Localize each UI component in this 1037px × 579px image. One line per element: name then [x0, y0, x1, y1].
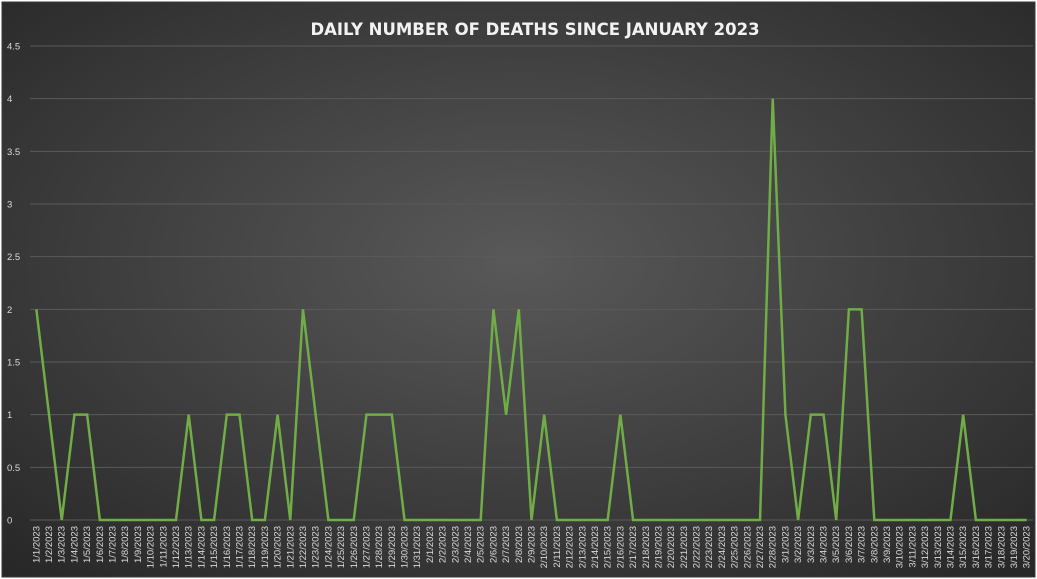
gridlines — [30, 45, 1033, 521]
x-tick-label: 2/3/2023 — [450, 526, 461, 563]
x-tick-label: 2/14/2023 — [590, 526, 601, 568]
series-line — [35, 98, 1027, 522]
x-tick-label: 2/4/2023 — [463, 526, 474, 563]
x-tick-label: 1/7/2023 — [108, 526, 119, 563]
x-tick-label: 3/2/2023 — [793, 526, 804, 563]
x-tick-label: 1/20/2023 — [273, 526, 284, 568]
y-tick-label: 3 — [7, 200, 12, 211]
y-tick-label: 4 — [7, 94, 12, 105]
x-tick-label: 3/13/2023 — [933, 526, 944, 568]
x-tick-label: 3/4/2023 — [819, 526, 830, 563]
x-tick-label: 1/8/2023 — [120, 526, 131, 563]
x-tick-label: 3/12/2023 — [920, 526, 931, 568]
x-tick-label: 3/17/2023 — [984, 526, 995, 568]
x-tick-label: 1/5/2023 — [82, 526, 93, 563]
y-tick-label: 0 — [7, 516, 12, 527]
x-tick-label: 2/5/2023 — [476, 526, 487, 563]
x-tick-label: 3/9/2023 — [882, 526, 893, 563]
x-tick-label: 2/22/2023 — [692, 526, 703, 568]
x-tick-label: 1/17/2023 — [234, 526, 245, 568]
x-tick-label: 2/28/2023 — [768, 526, 779, 568]
x-tick-label: 1/2/2023 — [44, 526, 55, 563]
x-tick-label: 1/25/2023 — [336, 526, 347, 568]
x-tick-label: 2/18/2023 — [641, 526, 652, 568]
x-tick-label: 2/21/2023 — [679, 526, 690, 568]
x-tick-label: 3/14/2023 — [945, 526, 956, 568]
x-tick-label: 3/20/2023 — [1022, 526, 1033, 568]
chart-title: DAILY NUMBER OF DEATHS SINCE JANUARY 202… — [310, 20, 759, 39]
x-tick-label: 1/13/2023 — [184, 526, 195, 568]
x-tick-label: 2/25/2023 — [730, 526, 741, 568]
x-tick-label: 2/2/2023 — [438, 526, 449, 563]
x-tick-label: 2/8/2023 — [514, 526, 525, 563]
x-tick-label: 1/3/2023 — [57, 526, 68, 563]
series-layer — [35, 98, 1027, 522]
x-tick-label: 2/20/2023 — [666, 526, 677, 568]
x-tick-label: 3/19/2023 — [1009, 526, 1020, 568]
x-tick-label: 3/11/2023 — [907, 526, 918, 568]
x-tick-label: 2/1/2023 — [425, 526, 436, 563]
x-tick-label: 2/24/2023 — [717, 526, 728, 568]
x-tick-label: 3/16/2023 — [971, 526, 982, 568]
x-tick-label: 1/28/2023 — [374, 526, 385, 568]
x-axis-tick-labels: 1/1/2023 1/2/2023 1/3/2023 1/4/2023 1/5/2023… — [31, 526, 1032, 568]
x-tick-label: 1/24/2023 — [323, 526, 334, 568]
x-tick-label: 2/19/2023 — [653, 526, 664, 568]
x-tick-label: 1/18/2023 — [247, 526, 258, 568]
y-tick-label: 2.5 — [7, 252, 20, 263]
x-tick-label: 2/9/2023 — [527, 526, 538, 563]
x-tick-label: 1/1/2023 — [31, 526, 42, 563]
x-tick-label: 1/30/2023 — [400, 526, 411, 568]
x-tick-label: 3/1/2023 — [780, 526, 791, 563]
y-tick-label: 4.5 — [7, 42, 20, 53]
y-tick-label: 2 — [7, 305, 12, 316]
x-tick-label: 2/17/2023 — [628, 526, 639, 568]
x-tick-label: 3/5/2023 — [831, 526, 842, 563]
y-tick-label: 1 — [7, 410, 12, 421]
x-tick-label: 2/10/2023 — [539, 526, 550, 568]
x-tick-label: 2/13/2023 — [577, 526, 588, 568]
x-tick-label: 2/11/2023 — [552, 526, 563, 568]
x-tick-label: 1/9/2023 — [133, 526, 144, 563]
x-tick-label: 2/26/2023 — [742, 526, 753, 568]
x-tick-label: 3/18/2023 — [996, 526, 1007, 568]
x-tick-label: 1/22/2023 — [298, 526, 309, 568]
y-tick-label: 3.5 — [7, 147, 20, 158]
x-tick-label: 1/31/2023 — [412, 526, 423, 568]
x-tick-label: 2/15/2023 — [603, 526, 614, 568]
y-tick-label: 0.5 — [7, 463, 20, 474]
x-tick-label: 1/11/2023 — [158, 526, 169, 568]
x-tick-label: 1/27/2023 — [361, 526, 372, 568]
x-tick-label: 1/21/2023 — [285, 526, 296, 568]
x-tick-label: 2/12/2023 — [565, 526, 576, 568]
x-tick-label: 3/10/2023 — [895, 526, 906, 568]
x-tick-label: 2/6/2023 — [488, 526, 499, 563]
x-tick-label: 2/7/2023 — [501, 526, 512, 563]
x-tick-label: 1/6/2023 — [95, 526, 106, 563]
x-tick-label: 3/6/2023 — [844, 526, 855, 563]
x-tick-label: 3/3/2023 — [806, 526, 817, 563]
x-tick-label: 3/15/2023 — [958, 526, 969, 568]
x-tick-label: 3/7/2023 — [857, 526, 868, 563]
x-tick-label: 1/19/2023 — [260, 526, 271, 568]
x-tick-label: 1/14/2023 — [196, 526, 207, 568]
x-tick-label: 1/26/2023 — [349, 526, 360, 568]
y-axis-tick-labels: 0 0.5 1 1.5 2 2.5 3 3.5 4 4.5 — [7, 42, 20, 527]
x-tick-label: 1/16/2023 — [222, 526, 233, 568]
x-tick-label: 1/15/2023 — [209, 526, 220, 568]
x-tick-label: 1/29/2023 — [387, 526, 398, 568]
x-tick-label: 1/10/2023 — [146, 526, 157, 568]
x-tick-label: 1/12/2023 — [171, 526, 182, 568]
x-tick-label: 2/23/2023 — [704, 526, 715, 568]
x-tick-label: 2/27/2023 — [755, 526, 766, 568]
x-tick-label: 1/23/2023 — [311, 526, 322, 568]
x-tick-label: 3/8/2023 — [869, 526, 880, 563]
x-tick-label: 2/16/2023 — [615, 526, 626, 568]
x-tick-label: 1/4/2023 — [69, 526, 80, 563]
y-tick-label: 1.5 — [7, 358, 20, 369]
